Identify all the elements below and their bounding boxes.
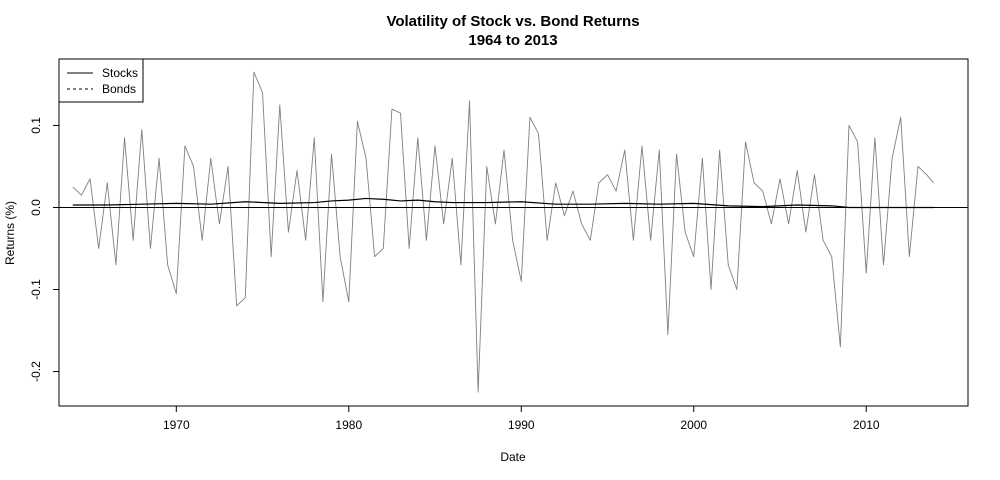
y-tick-label: -0.2 [29,361,43,382]
series-line-bonds [72,197,934,209]
x-axis: 1970 1980 1990 2000 2010 [163,405,880,432]
y-axis-label: Returns (%) [3,201,17,265]
legend: Stocks Bonds [58,58,144,103]
legend-label-bonds: Bonds [102,82,136,96]
series-line-stocks [72,71,934,393]
y-tick-label: 0.0 [29,199,43,216]
x-tick-label: 1970 [163,418,190,432]
x-axis-label: Date [500,450,526,464]
x-tick-label: 2010 [853,418,880,432]
y-tick-label: -0.1 [29,279,43,300]
chart-subtitle: 1964 to 2013 [468,32,557,49]
legend-box [58,58,144,103]
y-tick-label: 0.1 [29,117,43,134]
chart-title: Volatility of Stock vs. Bond Returns [386,13,639,30]
x-tick-label: 2000 [680,418,707,432]
legend-label-stocks: Stocks [102,66,138,80]
plot-frame [58,58,969,407]
y-axis: -0.2 -0.1 0.0 0.1 [29,117,60,382]
x-tick-label: 1980 [335,418,362,432]
series-layer [72,71,934,393]
x-tick-label: 1990 [508,418,535,432]
